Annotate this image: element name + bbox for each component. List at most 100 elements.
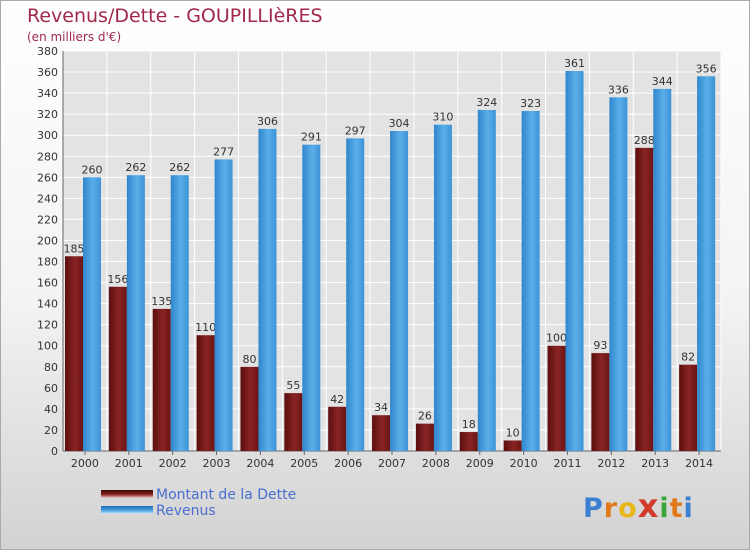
data-label: 306 [257, 115, 278, 128]
bar-revenus [653, 88, 672, 451]
data-label: 42 [330, 393, 344, 406]
y-tick-label: 280 [37, 150, 58, 163]
bar-revenus [126, 175, 145, 452]
x-tick-label: 2010 [510, 457, 538, 470]
bar-dette [459, 432, 478, 451]
data-label: 361 [564, 57, 585, 70]
data-label: 336 [608, 83, 629, 96]
proxiti-logo: Proxiti [583, 487, 694, 525]
bar-dette [284, 393, 303, 451]
x-tick-label: 2006 [334, 457, 362, 470]
bar-revenus [521, 111, 540, 451]
data-label: 10 [506, 426, 520, 439]
data-label: 262 [169, 161, 190, 174]
chart-subtitle: (en milliers d'€) [27, 30, 122, 44]
bar-revenus [346, 138, 365, 452]
data-label: 100 [546, 332, 567, 345]
bar-dette [635, 147, 654, 451]
bar-dette [108, 286, 127, 451]
data-label: 82 [681, 351, 695, 364]
data-label: 297 [345, 124, 366, 137]
bar-revenus [258, 128, 277, 451]
logo-letter: r [603, 493, 619, 524]
legend-swatch-revenus [101, 506, 153, 514]
bar-dette [547, 345, 566, 451]
data-label: 34 [374, 401, 388, 414]
data-label: 324 [476, 96, 497, 109]
bar-dette [196, 335, 215, 451]
bar-revenus [214, 159, 233, 451]
logo-letter: i [659, 493, 670, 524]
data-label: 135 [151, 295, 172, 308]
data-label: 26 [418, 410, 432, 423]
y-tick-label: 240 [37, 192, 58, 205]
y-tick-label: 200 [37, 234, 58, 247]
bar-revenus [170, 175, 189, 452]
bar-dette [591, 353, 610, 451]
bar-revenus [609, 97, 628, 451]
legend-label-revenus: Revenus [156, 503, 216, 519]
x-tick-label: 2005 [290, 457, 318, 470]
y-tick-label: 0 [51, 445, 58, 458]
x-tick-label: 2011 [553, 457, 581, 470]
y-tick-label: 120 [37, 319, 58, 332]
y-tick-label: 220 [37, 213, 58, 226]
data-label: 262 [125, 161, 146, 174]
x-tick-label: 2002 [159, 457, 187, 470]
data-label: 277 [213, 145, 234, 158]
data-label: 356 [696, 62, 717, 75]
y-tick-label: 60 [44, 382, 58, 395]
x-tick-label: 2013 [641, 457, 669, 470]
y-tick-label: 100 [37, 340, 58, 353]
data-label: 310 [432, 111, 453, 124]
legend-swatch-dette [101, 490, 153, 498]
x-tick-label: 2014 [685, 457, 713, 470]
y-tick-label: 360 [37, 66, 58, 79]
bar-revenus [302, 144, 321, 451]
y-tick-label: 340 [37, 87, 58, 100]
bar-dette [328, 406, 347, 451]
data-label: 156 [107, 273, 128, 286]
data-label: 110 [195, 321, 216, 334]
x-tick-label: 2008 [422, 457, 450, 470]
x-tick-label: 2003 [203, 457, 231, 470]
data-label: 344 [652, 75, 673, 88]
logo-letter: i [683, 493, 694, 524]
bar-dette [415, 423, 434, 451]
bar-dette [152, 308, 171, 451]
data-label: 288 [634, 134, 655, 147]
bar-dette [65, 256, 83, 451]
bar-revenus [565, 71, 584, 451]
logo-letter: P [583, 493, 604, 524]
bar-dette [372, 415, 391, 451]
data-label: 291 [301, 131, 322, 144]
bar-revenus [83, 177, 101, 451]
x-tick-label: 2009 [466, 457, 494, 470]
bar-revenus [390, 131, 409, 451]
data-label: 18 [462, 418, 476, 431]
y-tick-label: 80 [44, 361, 58, 374]
bar-dette [240, 366, 259, 451]
bar-dette [503, 440, 522, 451]
y-tick-label: 20 [44, 424, 58, 437]
data-label: 304 [389, 117, 410, 130]
y-tick-label: 260 [37, 171, 58, 184]
y-tick-label: 320 [37, 108, 58, 121]
logo-letter: t [669, 493, 684, 524]
chart-title: Revenus/Dette - GOUPILLIèRES [27, 5, 323, 27]
data-label: 323 [520, 97, 541, 110]
bar-dette [679, 364, 698, 451]
y-tick-label: 300 [37, 129, 58, 142]
y-tick-label: 380 [37, 45, 58, 58]
y-tick-label: 180 [37, 256, 58, 269]
x-tick-label: 2000 [71, 457, 99, 470]
x-tick-label: 2004 [246, 457, 274, 470]
logo-letter: o [618, 493, 638, 524]
data-label: 185 [64, 242, 85, 255]
data-label: 55 [286, 379, 300, 392]
bar-revenus [697, 76, 716, 452]
data-label: 260 [82, 163, 103, 176]
bar-revenus [477, 109, 496, 452]
